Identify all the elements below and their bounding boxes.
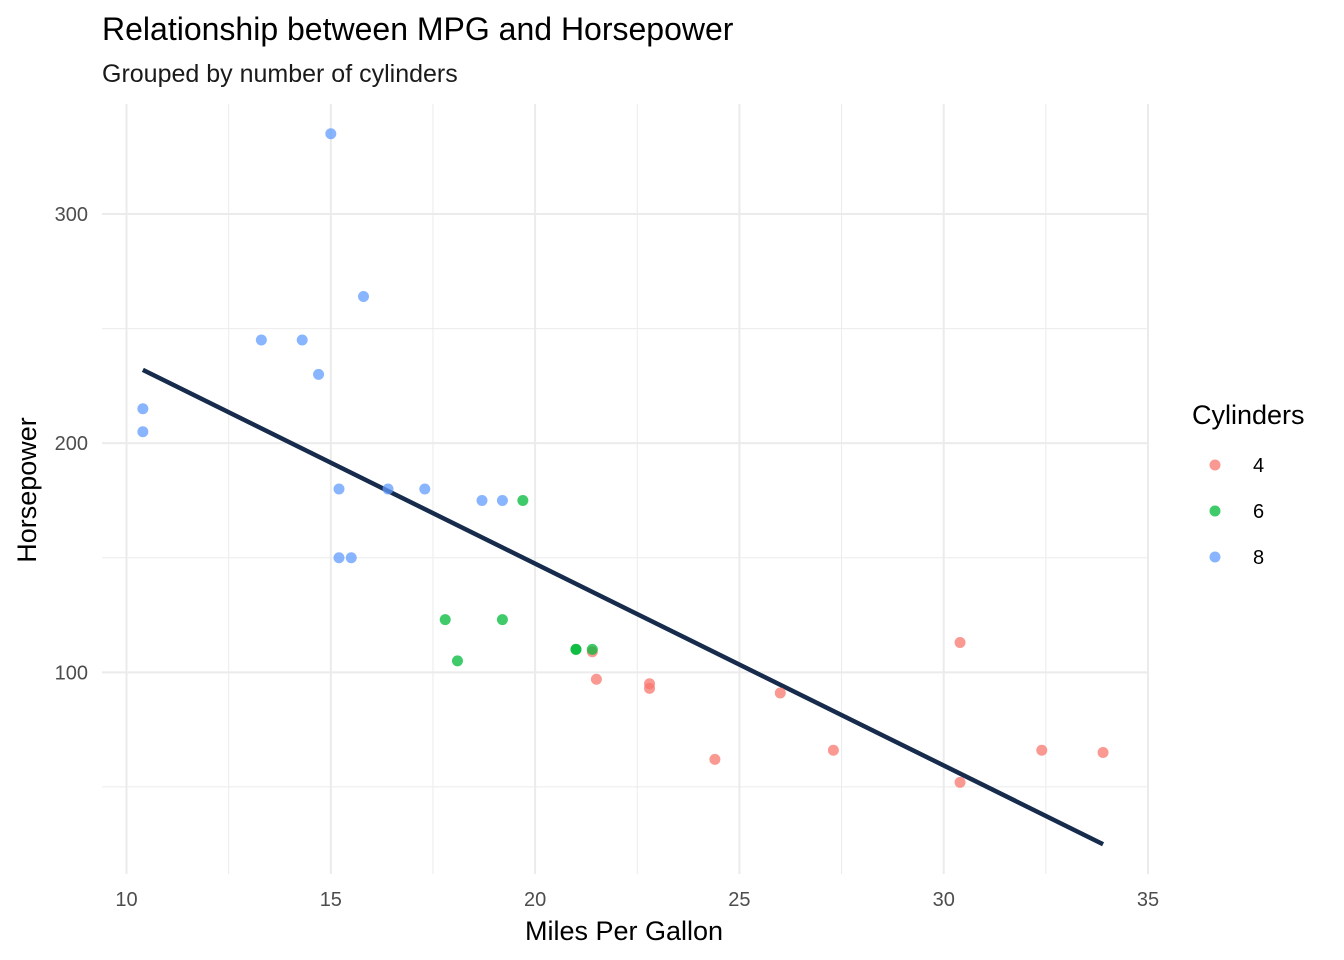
- x-tick-label: 10: [115, 889, 137, 911]
- data-point-cyl-6: [586, 643, 598, 655]
- x-axis-title: Miles Per Gallon: [525, 916, 723, 946]
- data-point-cyl-6: [496, 614, 508, 626]
- data-point-cyl-8: [333, 483, 345, 495]
- data-point-cyl-8: [496, 494, 508, 506]
- data-point-cyl-8: [358, 291, 369, 302]
- chart-subtitle: Grouped by number of cylinders: [102, 60, 458, 88]
- data-point-cyl-4: [954, 637, 966, 649]
- legend: Cylinders 4 6 8: [1192, 400, 1305, 569]
- tick-labels: 10 15 20 25 30 35 100 200 300: [55, 204, 1160, 911]
- x-tick-label: 25: [728, 889, 750, 911]
- data-point-cyl-6: [517, 494, 529, 506]
- legend-key-4: [1209, 459, 1221, 471]
- legend-label-6: 6: [1253, 501, 1264, 523]
- data-point-cyl-8: [137, 403, 149, 415]
- data-point-cyl-8: [313, 368, 325, 380]
- data-point-cyl-8: [419, 483, 431, 495]
- y-tick-label: 200: [55, 433, 88, 455]
- y-tick-label: 300: [55, 204, 88, 226]
- data-point-cyl-4: [827, 744, 839, 756]
- data-point-cyl-6: [570, 643, 582, 655]
- data-point-cyl-4: [644, 678, 656, 690]
- trend-line-layer: [141, 367, 1105, 847]
- grid: [102, 104, 1149, 874]
- data-point-cyl-6: [439, 614, 451, 626]
- x-tick-label: 30: [933, 889, 955, 911]
- data-point-cyl-4: [774, 687, 786, 699]
- x-tick-label: 20: [524, 889, 546, 911]
- y-axis-title: Horsepower: [12, 417, 42, 563]
- data-point-cyl-4: [590, 673, 602, 685]
- trend-line: [141, 367, 1105, 847]
- chart-title: Relationship between MPG and Horsepower: [102, 11, 734, 47]
- y-tick-label: 100: [55, 662, 88, 684]
- legend-label-4: 4: [1253, 455, 1264, 477]
- legend-key-6: [1209, 505, 1221, 517]
- data-point-cyl-8: [137, 426, 149, 438]
- data-point-cyl-8: [333, 552, 345, 564]
- data-point-cyl-4: [954, 776, 966, 788]
- data-point-cyl-4: [709, 753, 721, 765]
- legend-label-8: 8: [1253, 547, 1264, 569]
- data-point-cyl-4: [1097, 747, 1109, 759]
- x-tick-label: 15: [320, 889, 342, 911]
- points-layer: [137, 128, 1109, 788]
- x-tick-label: 35: [1137, 889, 1159, 911]
- data-point-cyl-8: [296, 334, 308, 346]
- data-point-cyl-8: [476, 494, 488, 506]
- data-point-cyl-8: [325, 128, 337, 140]
- data-point-cyl-4: [1036, 744, 1048, 756]
- data-point-cyl-8: [345, 552, 357, 564]
- data-point-cyl-8: [255, 334, 267, 346]
- legend-key-8: [1209, 551, 1221, 563]
- data-point-cyl-8: [382, 483, 394, 495]
- data-point-cyl-6: [451, 655, 463, 667]
- legend-title: Cylinders: [1192, 400, 1305, 430]
